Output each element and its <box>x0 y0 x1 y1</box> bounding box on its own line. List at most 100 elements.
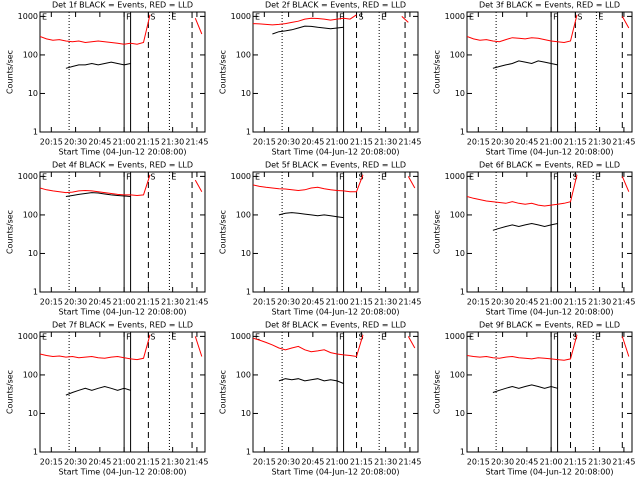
x-tick-label: 21:00 <box>113 458 136 467</box>
y-axis-label: Counts/sec <box>433 210 442 254</box>
x-tick-label: 21:45 <box>612 138 635 147</box>
plot-frame <box>466 171 633 293</box>
event-label: F <box>126 173 131 182</box>
y-axis-label: Counts/sec <box>433 370 442 414</box>
x-tick-label: 21:00 <box>113 138 136 147</box>
event-label: E <box>381 13 386 22</box>
x-tick-label: 20:30 <box>277 298 300 307</box>
event-label: S <box>359 173 364 182</box>
y-tick-label: 100 <box>450 370 465 379</box>
x-tick-label: 21:15 <box>564 298 587 307</box>
panel: Det 5f BLACK = Events, RED = LLD 1 10 100 10… <box>219 161 422 317</box>
series-line <box>278 378 344 384</box>
y-tick-label: 100 <box>450 210 465 219</box>
chart-title: Det 4f BLACK = Events, RED = LLD <box>52 161 193 170</box>
x-tick-label: 21:00 <box>540 138 563 147</box>
plot-frame <box>39 11 206 133</box>
x-tick-label: 20:30 <box>64 458 87 467</box>
x-tick-label: 20:45 <box>88 458 111 467</box>
x-tick-label: 21:15 <box>137 138 160 147</box>
chart-title: Det 6f BLACK = Events, RED = LLD <box>479 161 620 170</box>
x-tick-label: 21:30 <box>588 458 611 467</box>
series-line <box>65 192 131 197</box>
x-tick-label: 20:30 <box>491 458 514 467</box>
y-tick-label: 1000 <box>231 172 251 181</box>
y-tick-label: 1000 <box>231 332 251 341</box>
x-tick-label: 21:00 <box>326 138 349 147</box>
series-line <box>492 222 558 231</box>
x-tick-label: 21:15 <box>137 458 160 467</box>
y-tick-label: 10 <box>455 409 465 418</box>
x-tick-label: 20:30 <box>277 458 300 467</box>
x-tick-label: 21:00 <box>326 298 349 307</box>
chart-title: Det 8f BLACK = Events, RED = LLD <box>265 321 406 330</box>
y-tick-label: 1 <box>33 128 38 137</box>
x-tick-label: 21:30 <box>374 138 397 147</box>
series-line <box>467 174 630 207</box>
x-tick-label: 20:45 <box>515 138 538 147</box>
x-tick-label: 21:30 <box>161 458 184 467</box>
x-tick-label: 20:15 <box>253 458 276 467</box>
event-label: E <box>42 173 47 182</box>
series-line <box>492 60 558 69</box>
y-tick-label: 100 <box>23 370 38 379</box>
y-tick-label: 1 <box>246 128 251 137</box>
event-label: F <box>553 13 558 22</box>
event-label: E <box>381 333 386 342</box>
event-label: S <box>359 13 364 22</box>
plot-frame <box>252 171 419 293</box>
y-tick-label: 1000 <box>18 172 38 181</box>
x-tick-label: 21:45 <box>185 138 208 147</box>
event-label: E <box>171 173 176 182</box>
y-tick-label: 100 <box>236 370 251 379</box>
series-line <box>65 385 131 396</box>
series-line <box>467 334 630 361</box>
x-tick-label: 21:30 <box>374 298 397 307</box>
y-axis-label: Counts/sec <box>219 370 228 414</box>
event-label: S <box>150 173 155 182</box>
event-label: S <box>577 13 582 22</box>
y-tick-label: 10 <box>241 249 251 258</box>
event-label: E <box>171 333 176 342</box>
y-tick-label: 100 <box>236 210 251 219</box>
x-tick-label: 20:30 <box>491 298 514 307</box>
y-tick-label: 100 <box>450 50 465 59</box>
chart-title: Det 3f BLACK = Events, RED = LLD <box>479 1 620 10</box>
event-label: S <box>359 333 364 342</box>
x-tick-label: 20:45 <box>88 138 111 147</box>
event-label: S <box>573 333 578 342</box>
event-label: S <box>150 333 155 342</box>
event-label: E <box>381 173 386 182</box>
x-tick-label: 21:15 <box>137 298 160 307</box>
y-tick-label: 1000 <box>445 172 465 181</box>
x-tick-label: 21:15 <box>564 138 587 147</box>
series-line <box>253 14 409 26</box>
event-label: F <box>553 333 558 342</box>
x-tick-label: 21:15 <box>350 458 373 467</box>
x-tick-label: 21:45 <box>185 298 208 307</box>
event-label: E <box>42 333 47 342</box>
event-label: S <box>150 13 155 22</box>
event-label: F <box>339 333 344 342</box>
plot-frame <box>39 171 206 293</box>
panel: Det 4f BLACK = Events, RED = LLD 1 10 100 10… <box>6 161 209 317</box>
event-label: E <box>171 13 176 22</box>
chart-title: Det 5f BLACK = Events, RED = LLD <box>265 161 406 170</box>
y-tick-label: 1000 <box>18 12 38 21</box>
y-tick-label: 1 <box>33 288 38 297</box>
panel: Det 1f BLACK = Events, RED = LLD 1 10 100 10… <box>6 1 209 157</box>
x-tick-label: 20:30 <box>491 138 514 147</box>
x-tick-label: 21:30 <box>161 298 184 307</box>
y-tick-label: 1 <box>460 288 465 297</box>
event-label: E <box>255 333 260 342</box>
y-tick-label: 10 <box>28 89 38 98</box>
x-tick-label: 20:15 <box>40 458 63 467</box>
y-axis-label: Counts/sec <box>6 370 15 414</box>
event-label: E <box>42 13 47 22</box>
event-label: E <box>595 333 600 342</box>
x-tick-label: 20:15 <box>253 138 276 147</box>
y-axis-label: Counts/sec <box>6 210 15 254</box>
series-line <box>253 174 416 193</box>
x-tick-label: 21:00 <box>540 458 563 467</box>
y-axis-label: Counts/sec <box>219 50 228 94</box>
